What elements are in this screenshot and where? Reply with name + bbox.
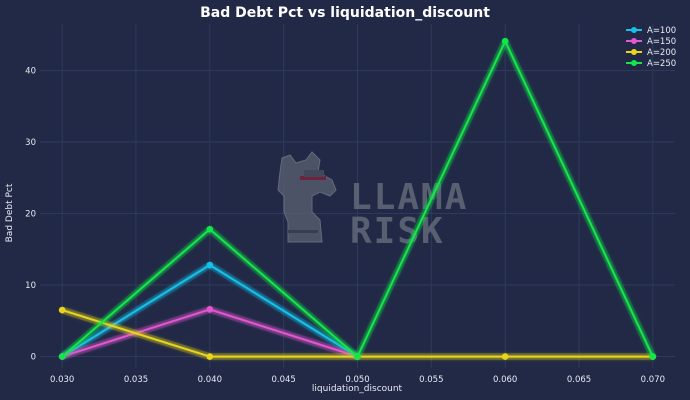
data-point bbox=[649, 353, 657, 360]
legend-swatch-marker bbox=[631, 38, 637, 44]
x-tick-label: 0.065 bbox=[567, 375, 591, 385]
watermark: LLAMA RISK bbox=[277, 151, 468, 252]
x-tick-label: 0.055 bbox=[419, 375, 443, 385]
data-point bbox=[206, 353, 214, 360]
y-tick-label: 40 bbox=[25, 66, 36, 76]
y-tick-label: 10 bbox=[25, 281, 36, 291]
series-A=250 bbox=[58, 37, 657, 361]
legend-entry: A=100 bbox=[626, 26, 676, 36]
watermark-line2: RISK bbox=[350, 211, 445, 252]
x-tick-label: 0.035 bbox=[124, 375, 148, 385]
data-point bbox=[58, 306, 66, 314]
legend-swatch-marker bbox=[631, 60, 637, 66]
x-tick-label: 0.060 bbox=[493, 375, 517, 385]
legend-label: A=200 bbox=[647, 48, 676, 58]
legend-label: A=100 bbox=[647, 26, 676, 36]
x-tick-label: 0.040 bbox=[198, 375, 222, 385]
x-axis-label: liquidation_discount bbox=[312, 384, 403, 394]
data-point bbox=[501, 353, 509, 360]
x-tick-label: 0.070 bbox=[641, 375, 665, 385]
x-tick-label: 0.045 bbox=[271, 375, 295, 385]
y-tick-label: 30 bbox=[25, 138, 36, 148]
legend-label: A=250 bbox=[647, 59, 676, 69]
legend-swatch-marker bbox=[631, 49, 637, 55]
y-tick-label: 0 bbox=[31, 353, 36, 363]
data-point bbox=[58, 353, 66, 360]
chart-title: Bad Debt Pct vs liquidation_discount bbox=[200, 5, 490, 21]
x-tick-label: 0.030 bbox=[50, 375, 74, 385]
legend-entry: A=150 bbox=[626, 37, 676, 47]
watermark-line1: LLAMA bbox=[350, 177, 468, 218]
legend-swatch-marker bbox=[631, 27, 637, 33]
legend-entry: A=200 bbox=[626, 48, 676, 58]
axis-ticks: 0.030 0.035 0.040 0.045 0.050 0.055 0.060 0.065… bbox=[25, 66, 665, 385]
data-point bbox=[501, 37, 509, 45]
data-point bbox=[354, 353, 361, 360]
data-point bbox=[206, 261, 214, 269]
x-tick-label: 0.050 bbox=[345, 375, 369, 385]
legend-label: A=150 bbox=[647, 37, 676, 47]
data-point bbox=[206, 306, 214, 313]
y-axis-label: Bad Debt Pct bbox=[5, 183, 15, 242]
llama-logo-icon bbox=[277, 151, 337, 243]
legend-entry: A=250 bbox=[626, 59, 676, 69]
series bbox=[58, 37, 657, 361]
y-tick-label: 20 bbox=[25, 210, 36, 220]
data-point bbox=[206, 225, 214, 233]
